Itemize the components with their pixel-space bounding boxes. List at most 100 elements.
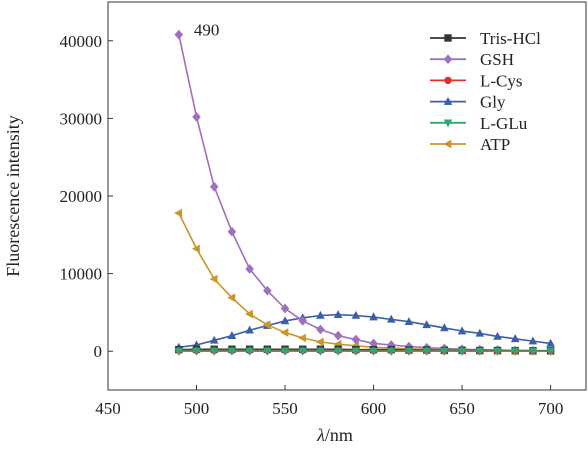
point-gsh-590 xyxy=(351,334,361,345)
point-gsh-550 xyxy=(280,303,290,314)
legend-label-gsh: GSH xyxy=(480,50,514,69)
point-l-glu-530 xyxy=(245,347,254,356)
point-l-glu-620 xyxy=(404,347,414,356)
point-gly-510 xyxy=(209,335,219,344)
point-gly-600 xyxy=(369,312,378,321)
point-l-glu-580 xyxy=(333,347,343,356)
point-atp-560 xyxy=(298,333,307,343)
point-gly-580 xyxy=(333,310,343,319)
x-tick-label-700: 700 xyxy=(538,399,564,418)
legend-item-l-glu: L-GLu xyxy=(430,114,528,133)
point-gsh-530 xyxy=(245,264,254,274)
legend-item-atp: ATP xyxy=(430,135,510,154)
point-l-glu-540 xyxy=(263,347,272,356)
point-gsh-540 xyxy=(263,285,272,296)
point-gsh-580 xyxy=(333,330,343,341)
point-gly-620 xyxy=(404,317,414,326)
point-l-glu-560 xyxy=(298,347,308,356)
point-gly-550 xyxy=(280,316,290,325)
point-gsh-560 xyxy=(298,316,308,326)
point-atp-510 xyxy=(209,274,218,284)
x-tick-label-500: 500 xyxy=(184,399,210,418)
point-l-glu-500 xyxy=(192,347,201,356)
point-l-glu-590 xyxy=(351,347,361,356)
point-gly-640 xyxy=(440,323,449,332)
point-l-glu-700 xyxy=(546,347,555,356)
point-gly-570 xyxy=(316,310,325,319)
legend-item-l-cys: L-Cys xyxy=(430,71,523,90)
point-l-glu-690 xyxy=(528,347,538,356)
point-gly-530 xyxy=(245,325,254,334)
x-tick-label-600: 600 xyxy=(361,399,387,418)
series-line-atp xyxy=(178,212,551,352)
point-atp-490 xyxy=(174,208,183,218)
point-gly-630 xyxy=(422,320,431,329)
peak-annotation: 490 xyxy=(194,21,220,40)
point-l-glu-650 xyxy=(457,347,467,356)
plot-frame xyxy=(107,1,587,391)
point-gly-610 xyxy=(386,314,396,323)
point-gsh-490 xyxy=(174,29,184,40)
point-atp-570 xyxy=(315,337,324,347)
point-l-glu-490 xyxy=(174,347,184,356)
y-tick-label-30000: 30000 xyxy=(60,109,103,128)
point-l-glu-550 xyxy=(280,347,290,356)
x-axis-label-symbol: λ xyxy=(316,425,325,445)
point-gsh-500 xyxy=(192,111,201,122)
point-gsh-510 xyxy=(209,181,219,192)
series-l-glu xyxy=(174,347,555,356)
x-axis: 450 500 550 600 650 700 xyxy=(95,385,563,418)
point-atp-520 xyxy=(227,293,236,302)
legend: Tris-HCl GSH L-Cys Gly L-GLu ATP xyxy=(430,29,541,154)
point-l-glu-630 xyxy=(422,347,431,356)
legend-item-gly: Gly xyxy=(430,93,506,112)
legend-marker-l-cys xyxy=(444,76,452,85)
point-gsh-520 xyxy=(227,226,237,237)
point-l-glu-660 xyxy=(475,347,485,356)
point-l-glu-510 xyxy=(209,347,219,356)
point-atp-500 xyxy=(191,244,200,254)
legend-label-gly: Gly xyxy=(480,93,506,112)
legend-marker-gsh xyxy=(443,54,453,65)
point-l-glu-680 xyxy=(510,347,520,356)
y-axis: 0 10000 20000 30000 40000 xyxy=(60,32,113,361)
point-l-glu-600 xyxy=(369,347,378,356)
y-tick-label-10000: 10000 xyxy=(60,265,103,284)
point-gly-590 xyxy=(351,310,361,319)
y-tick-label-0: 0 xyxy=(94,342,103,361)
point-l-glu-670 xyxy=(493,347,502,356)
series-layer xyxy=(174,29,555,356)
x-axis-label-unit: /nm xyxy=(325,425,353,445)
point-atp-550 xyxy=(280,328,289,337)
legend-marker-tris-hcl xyxy=(444,34,452,42)
point-gly-650 xyxy=(457,326,467,335)
point-l-glu-640 xyxy=(440,347,449,356)
x-axis-label: λ/nm xyxy=(316,425,353,445)
point-l-glu-610 xyxy=(386,347,396,356)
legend-marker-atp xyxy=(443,139,452,149)
point-gly-520 xyxy=(227,331,237,339)
y-axis-label: Fluorescence intensity xyxy=(3,115,23,276)
legend-item-gsh: GSH xyxy=(430,50,514,69)
legend-marker-l-glu xyxy=(443,119,453,128)
point-l-glu-520 xyxy=(227,347,237,356)
point-gly-680 xyxy=(510,334,520,343)
x-tick-label-450: 450 xyxy=(95,399,121,418)
point-gsh-570 xyxy=(316,324,325,335)
point-l-glu-570 xyxy=(316,347,325,356)
legend-label-l-glu: L-GLu xyxy=(480,114,528,133)
point-atp-540 xyxy=(262,320,271,330)
point-gly-670 xyxy=(493,331,502,340)
legend-label-atp: ATP xyxy=(480,135,510,154)
x-tick-label-650: 650 xyxy=(449,399,475,418)
y-tick-label-20000: 20000 xyxy=(60,187,103,206)
point-gly-660 xyxy=(475,328,485,337)
legend-label-tris-hcl: Tris-HCl xyxy=(480,29,541,48)
series-gly xyxy=(174,310,555,351)
point-atp-530 xyxy=(245,309,253,319)
legend-item-tris-hcl: Tris-HCl xyxy=(430,29,541,48)
series-line-gly xyxy=(178,313,551,349)
y-tick-label-40000: 40000 xyxy=(60,32,103,51)
x-tick-label-550: 550 xyxy=(272,399,298,418)
